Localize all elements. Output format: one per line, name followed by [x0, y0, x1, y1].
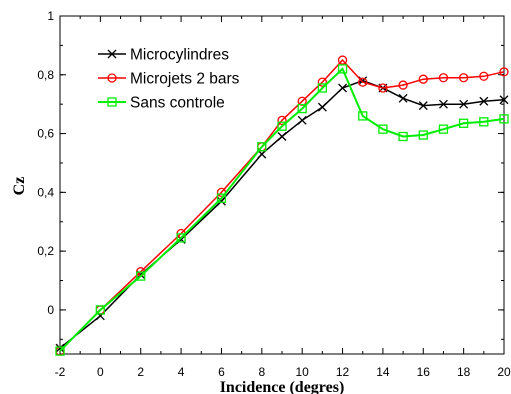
legend-marker [107, 73, 117, 83]
data-point [297, 115, 307, 125]
x-marker-stroke [297, 115, 307, 125]
y-axis-label: Cz [11, 177, 28, 196]
x-tick-label: 14 [376, 365, 390, 379]
x-marker-stroke [499, 95, 509, 105]
data-point [438, 99, 448, 109]
data-point [277, 115, 287, 125]
series-layer [55, 55, 509, 356]
data-point [438, 124, 449, 134]
x-tick-label: 16 [417, 365, 431, 379]
x-marker-stroke [479, 96, 489, 106]
x-tick-label: 8 [258, 365, 265, 379]
x-marker-stroke [107, 49, 117, 59]
data-point [458, 73, 469, 83]
data-point [338, 83, 348, 93]
x-marker-stroke [338, 83, 348, 93]
axis-ticks: -2 0 2 4 6 8 10 12 14 16 18 20 0 0,2 0,4 0,6 0,8 1 [37, 9, 511, 379]
legend-marker [107, 49, 117, 59]
y-tick-label: 0,4 [37, 185, 54, 199]
data-point [418, 101, 428, 111]
data-point [55, 343, 65, 353]
x-marker-stroke [257, 149, 267, 159]
data-point [479, 71, 489, 81]
plot-frame [59, 15, 505, 355]
data-point [297, 96, 307, 106]
data-point [297, 103, 307, 114]
data-point [337, 55, 348, 65]
data-point [418, 130, 428, 140]
data-point [358, 77, 368, 87]
y-tick-label: 1 [47, 9, 54, 23]
data-point [176, 233, 186, 243]
data-point [317, 77, 328, 87]
data-point [337, 64, 348, 74]
y-tick-label: 0,2 [37, 244, 54, 258]
x-tick-label: 18 [457, 365, 471, 379]
x-marker-stroke [438, 99, 448, 109]
legend-marker [107, 97, 117, 107]
y-tick-label: 0,6 [37, 127, 54, 141]
x-marker-stroke [216, 196, 226, 206]
data-point [418, 74, 428, 84]
data-point [358, 111, 368, 121]
data-point [398, 131, 408, 142]
data-point [438, 73, 449, 83]
series-line [59, 58, 505, 352]
data-point [317, 102, 327, 112]
data-point [95, 305, 106, 315]
x-tick-label: -2 [55, 365, 66, 379]
x-tick-label: 0 [97, 365, 104, 379]
data-point [277, 132, 287, 141]
legend-label: Microjets 2 bars [130, 71, 240, 88]
data-point [257, 142, 267, 152]
x-axis-label: Incidence (degres) [220, 379, 345, 394]
data-point [499, 67, 509, 77]
data-point [378, 124, 388, 134]
x-tick-label: 10 [296, 365, 310, 379]
data-point [458, 118, 469, 128]
x-tick-label: 2 [137, 365, 144, 379]
legend-label: Sans controle [130, 95, 225, 112]
data-point [479, 117, 489, 127]
data-point [378, 83, 388, 93]
x-marker-stroke [317, 102, 327, 112]
y-tick-label: 0,8 [37, 68, 54, 82]
x-marker-stroke [55, 343, 65, 353]
data-point [216, 196, 226, 206]
data-point [277, 121, 287, 131]
y-tick-label: 0 [47, 303, 54, 317]
x-marker-stroke [358, 76, 368, 86]
data-point [398, 80, 408, 90]
series-3 [55, 64, 509, 356]
data-point [136, 271, 146, 281]
data-point [499, 114, 509, 124]
x-tick-label: 6 [218, 365, 225, 379]
x-marker-stroke [418, 101, 428, 111]
series-line [59, 67, 505, 352]
x-marker-stroke [277, 132, 287, 141]
series-1 [55, 76, 509, 353]
data-point [216, 193, 227, 203]
data-point [55, 346, 65, 356]
legend-label: Microcylindres [130, 47, 229, 64]
data-point [479, 96, 489, 106]
data-point [459, 99, 469, 109]
x-tick-label: 20 [497, 365, 511, 379]
x-tick-label: 12 [336, 365, 350, 379]
data-point [317, 83, 328, 93]
data-point [499, 95, 509, 105]
x-tick-label: 4 [178, 365, 185, 379]
x-marker-stroke [398, 93, 408, 103]
data-point [398, 93, 408, 103]
legend: Microcylindres Microjets 2 bars Sans contr… [98, 47, 240, 112]
x-marker-stroke [459, 99, 469, 109]
